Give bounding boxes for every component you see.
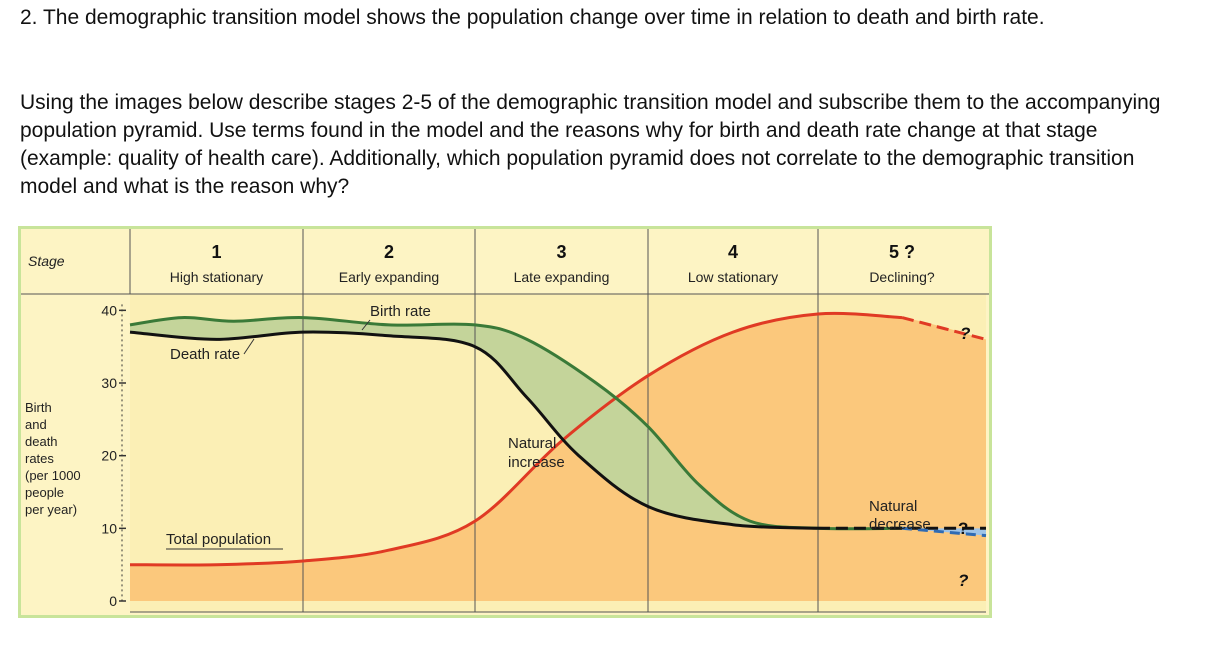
stage-dividers: [129, 229, 819, 612]
stage-labels: 1 High stationary 2 Early expanding 3 Late ex…: [170, 242, 935, 285]
stage-number: 4: [728, 242, 738, 262]
stage-number: 3: [556, 242, 566, 262]
annotation-question-decrease: ?: [958, 571, 969, 590]
demographic-transition-figure: Stage 1 High stationary 2 Early expanding 3 L…: [18, 226, 992, 618]
y-axis-label: Birth and death rates (per 1000 people per yea…: [25, 400, 81, 517]
y-axis-label-line: (per 1000: [25, 468, 81, 483]
annotation-death-rate-pointer: [243, 338, 255, 355]
question-instructions: Using the images below describe stages 2…: [20, 91, 1161, 198]
y-axis: 40 30 20 10 0: [101, 302, 126, 609]
annotation-natural-decrease-2: decrease: [869, 516, 931, 533]
stage-number: 5 ?: [889, 242, 915, 262]
population-area: [130, 312, 986, 601]
annotation-birth-rate-pointer: [361, 319, 371, 331]
annotation-birth-rate: Birth rate: [370, 303, 431, 320]
series-line-birth-rate: [129, 316, 903, 531]
question-intro: 2. The demographic transition model show…: [20, 6, 1045, 29]
stage-name: Early expanding: [339, 269, 439, 285]
series-line-total-population: [129, 311, 903, 567]
annotation-natural-increase-1: Natural: [508, 435, 556, 452]
series-line-death-rate: [129, 330, 819, 530]
y-tick-label: 40: [101, 302, 117, 318]
annotation-question-birth: ?: [958, 519, 968, 538]
stage-name: Low stationary: [688, 269, 778, 285]
stage-number: 2: [384, 242, 394, 262]
y-axis-label-line: and: [25, 417, 47, 432]
series-dash-total-population: [901, 316, 987, 341]
stage-name: High stationary: [170, 269, 263, 285]
natural-decrease-area: [902, 528, 986, 536]
y-tick-label: 30: [101, 375, 117, 391]
stage-header: Stage: [28, 253, 65, 269]
stage-name: Late expanding: [514, 269, 610, 285]
annotation-question-population: ?: [960, 324, 971, 343]
series-dash-birth-rate: [901, 526, 987, 538]
stage-number: 1: [211, 242, 221, 262]
annotation-death-rate: Death rate: [170, 346, 240, 363]
annotation-natural-decrease-1: Natural: [869, 498, 917, 515]
y-axis-label-line: death: [25, 434, 58, 449]
annotation-total-population: Total population: [166, 531, 271, 548]
y-axis-label-line: Birth: [25, 400, 52, 415]
y-axis-label-line: people: [25, 485, 64, 500]
y-tick-label: 10: [101, 520, 117, 536]
y-tick-label: 0: [109, 593, 117, 609]
y-axis-label-line: rates: [25, 451, 54, 466]
stage-name: Declining?: [869, 269, 935, 285]
demographic-transition-chart: Stage 1 High stationary 2 Early expanding 3 L…: [18, 226, 992, 618]
y-axis-label-line: per year): [25, 502, 77, 517]
y-tick-label: 20: [101, 448, 117, 464]
annotation-natural-increase-2: increase: [508, 454, 565, 471]
